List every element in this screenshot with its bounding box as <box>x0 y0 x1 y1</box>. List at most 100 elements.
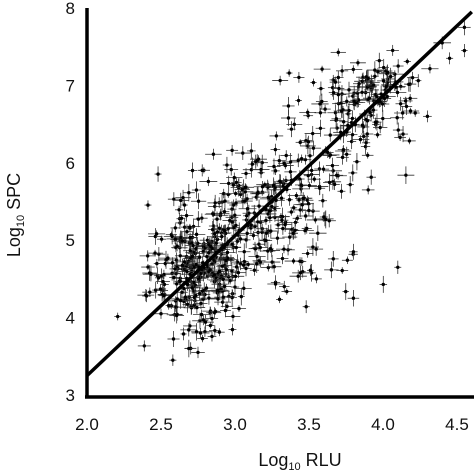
data-point <box>303 168 313 183</box>
data-point <box>294 202 307 218</box>
data-point <box>230 278 240 296</box>
data-point <box>278 160 291 167</box>
data-point <box>330 48 346 57</box>
data-point <box>374 110 392 127</box>
data-point <box>187 228 206 241</box>
data-point <box>205 148 222 160</box>
data-point <box>363 115 371 127</box>
data-point <box>317 165 330 173</box>
data-point <box>182 184 195 202</box>
data-point <box>247 142 256 159</box>
data-point <box>275 207 290 226</box>
y-tick-label: 7 <box>66 76 75 95</box>
data-point <box>337 183 346 199</box>
data-point <box>256 181 274 188</box>
y-tick-labels: 3 4 5 6 7 8 <box>66 0 75 405</box>
data-point <box>230 177 237 193</box>
data-point <box>293 71 305 83</box>
data-point <box>388 87 407 98</box>
x-axis-title-subscript: 10 <box>288 461 300 473</box>
data-point <box>199 176 218 187</box>
data-point <box>216 261 229 272</box>
data-point <box>329 76 342 88</box>
data-point <box>347 290 360 307</box>
data-point <box>214 328 225 337</box>
data-point <box>254 154 261 167</box>
data-point <box>353 76 366 91</box>
data-point <box>295 196 303 204</box>
data-point <box>220 192 230 210</box>
data-point <box>295 257 305 266</box>
data-point <box>321 210 330 229</box>
data-point <box>280 150 293 161</box>
data-point <box>209 325 221 336</box>
data-point <box>137 288 155 302</box>
data-point <box>252 255 266 266</box>
data-point <box>368 80 380 90</box>
data-point <box>213 224 222 240</box>
data-point <box>167 330 180 348</box>
data-point <box>386 44 399 56</box>
data-point <box>197 334 208 343</box>
data-point <box>261 206 277 215</box>
data-point <box>295 95 302 106</box>
data-point <box>278 217 292 232</box>
data-point <box>421 64 439 74</box>
data-point <box>350 92 358 110</box>
data-point <box>289 269 307 283</box>
data-point <box>276 253 289 265</box>
data-point <box>306 216 324 224</box>
x-tick-label: 4.5 <box>445 415 469 434</box>
data-point <box>225 311 241 322</box>
data-point <box>394 260 402 274</box>
data-point <box>353 153 361 171</box>
data-point <box>344 65 363 74</box>
data-point <box>328 85 339 100</box>
data-point <box>186 251 199 262</box>
data-point <box>209 265 219 284</box>
data-point <box>228 214 236 230</box>
data-point <box>226 271 245 282</box>
data-point <box>361 69 375 88</box>
data-point <box>249 264 259 276</box>
data-point <box>372 117 379 127</box>
data-point <box>141 264 155 271</box>
data-points <box>114 19 471 366</box>
data-point <box>348 97 364 107</box>
data-point <box>219 303 231 318</box>
data-point <box>184 223 195 231</box>
data-point <box>170 223 181 233</box>
data-point <box>190 193 207 210</box>
data-point <box>361 126 374 142</box>
data-point <box>379 275 388 293</box>
data-point <box>398 126 409 143</box>
data-point <box>153 258 160 269</box>
data-point <box>325 157 340 174</box>
data-point <box>342 96 351 107</box>
x-tick-label: 3.0 <box>223 415 247 434</box>
data-point <box>181 199 188 211</box>
data-point <box>287 192 305 200</box>
data-point <box>264 181 271 194</box>
data-point <box>197 314 214 330</box>
data-point <box>207 198 222 215</box>
y-tick-label: 5 <box>66 231 75 250</box>
data-point <box>373 121 388 134</box>
data-point <box>198 164 206 177</box>
data-point <box>169 354 177 366</box>
data-point <box>247 157 257 171</box>
y-tick-label: 6 <box>66 154 75 173</box>
data-point <box>220 301 234 312</box>
data-point <box>403 94 418 103</box>
data-point <box>304 125 321 142</box>
data-point <box>226 144 239 156</box>
data-point <box>267 280 284 288</box>
data-point <box>184 339 194 358</box>
data-point <box>327 251 339 267</box>
data-point <box>290 222 300 239</box>
data-point <box>315 93 328 110</box>
data-point <box>207 331 217 342</box>
x-axis-title-rest: RLU <box>301 450 342 470</box>
data-point <box>458 19 471 36</box>
data-point <box>175 205 184 214</box>
